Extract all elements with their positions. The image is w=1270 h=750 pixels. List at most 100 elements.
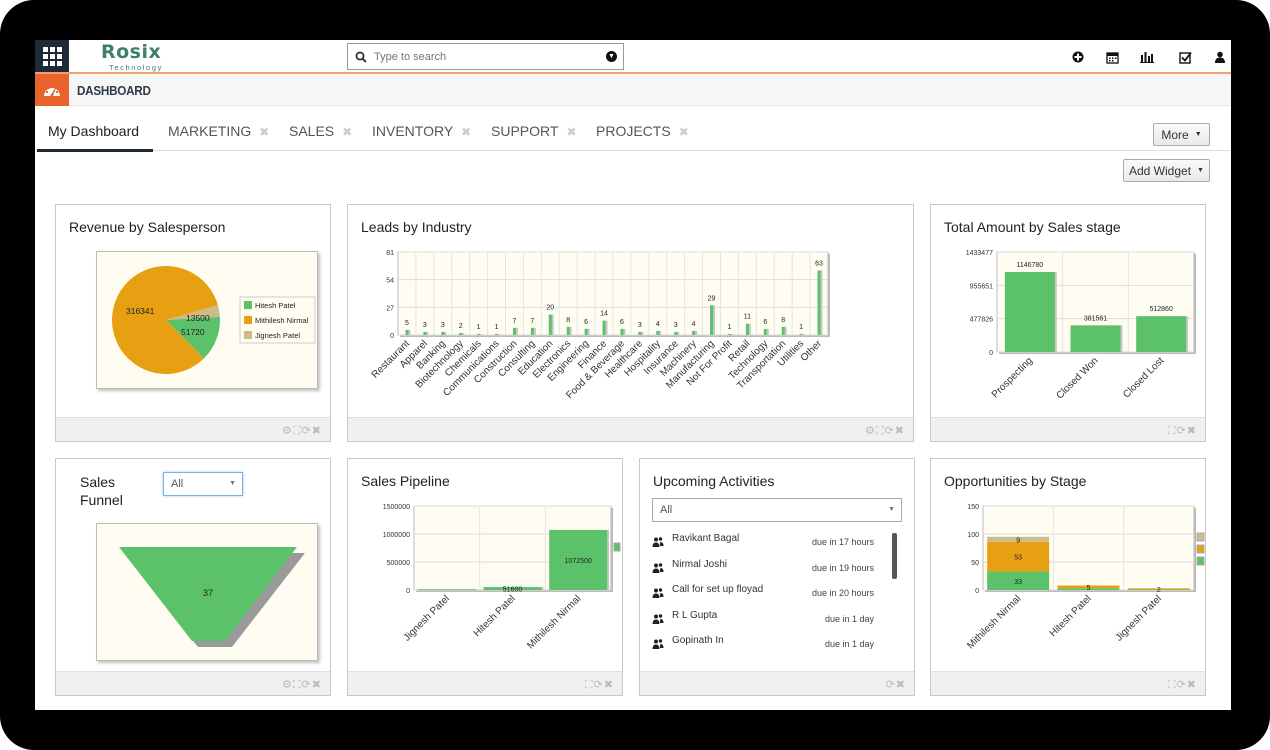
legend-swatch — [1196, 556, 1205, 566]
search-box[interactable]: ▼ — [347, 43, 624, 70]
bar-shadow — [676, 331, 680, 335]
bar — [477, 333, 481, 335]
bar-shadow — [461, 332, 465, 335]
list-item[interactable]: R L Gupta due in 1 day — [652, 610, 874, 632]
logo[interactable]: Rosix Technology — [101, 42, 171, 72]
active-tab-indicator — [37, 149, 153, 152]
bar — [417, 589, 476, 590]
user-icon[interactable] — [1212, 49, 1228, 65]
list-item[interactable]: Nirmal Joshi due in 19 hours — [652, 559, 874, 581]
tab-projects[interactable]: PROJECTS ✖ — [596, 123, 689, 139]
data-label: 512860 — [1149, 306, 1172, 313]
bar-shadow — [443, 331, 447, 335]
widget-controls-icon[interactable]: ⛶⟳✖ — [1167, 425, 1197, 437]
tab-label: INVENTORY — [372, 123, 454, 139]
more-button[interactable]: More ▼ — [1153, 123, 1210, 146]
activities-scrollbar[interactable] — [892, 533, 897, 579]
bar-segment — [987, 571, 1050, 590]
plus-icon[interactable] — [1070, 49, 1086, 65]
revenue-pie-chart: 316341 13500 51720 Hitesh Patel Mithilesh Ni… — [112, 266, 316, 374]
tab-support[interactable]: SUPPORT ✖ — [491, 123, 577, 139]
calendar-icon[interactable] — [1104, 49, 1120, 65]
x-tick-label: Prospecting — [990, 355, 1035, 400]
add-widget-button[interactable]: Add Widget ▼ — [1123, 159, 1210, 182]
tab-my-dashboard[interactable]: My Dashboard — [48, 123, 139, 139]
activities-filter-select[interactable]: All ▼ — [652, 498, 902, 522]
x-tick-label: Closed Lost — [1121, 355, 1166, 400]
bar-segment — [987, 541, 1050, 572]
activities-filter-value: All — [660, 504, 673, 516]
legend-swatch — [613, 542, 621, 552]
tab-inventory[interactable]: INVENTORY ✖ — [372, 123, 471, 139]
close-icon[interactable]: ✖ — [342, 125, 353, 139]
widget-controls-icon[interactable]: ⛶⟳✖ — [584, 679, 614, 691]
widget-title-line: Sales — [80, 474, 116, 490]
bar — [656, 330, 660, 335]
tab-label: My Dashboard — [48, 123, 140, 139]
search-dropdown-icon[interactable]: ▼ — [606, 51, 617, 62]
x-tick-label: Jignesh Patel — [402, 593, 452, 643]
widget-controls-icon[interactable]: ⚙⛶⟳✖ — [282, 425, 322, 437]
funnel-filter-select[interactable]: All ▼ — [163, 472, 243, 496]
activity-name: Ravikant Bagal — [672, 533, 740, 544]
data-label: 6 — [763, 319, 767, 326]
list-item[interactable]: Ravikant Bagal due in 17 hours — [652, 533, 874, 555]
data-label: 5 — [1087, 585, 1091, 592]
bar-shadow — [783, 326, 787, 335]
list-item[interactable]: Gopinath In due in 1 day — [652, 635, 874, 657]
list-item[interactable]: Call for set up floyad due in 20 hours — [652, 584, 874, 606]
bar-segment — [1127, 589, 1190, 590]
widget-controls-icon[interactable]: ⟳✖ — [885, 679, 906, 691]
tab-sales[interactable]: SALES ✖ — [289, 123, 352, 139]
people-icon — [652, 562, 664, 574]
close-icon[interactable]: ✖ — [259, 125, 270, 139]
data-label: 6 — [584, 319, 588, 326]
data-label: 11 — [744, 314, 751, 321]
widget-controls-icon[interactable]: ⚙⛶⟳✖ — [865, 425, 905, 437]
x-tick-label: Closed Won — [1054, 355, 1100, 401]
bar — [799, 333, 803, 335]
legend-swatch — [244, 331, 252, 339]
more-label: More — [1161, 127, 1189, 142]
close-icon[interactable]: ✖ — [566, 125, 577, 139]
widget-controls-icon[interactable]: ⛶⟳✖ — [1167, 679, 1197, 691]
x-tick-label: Mithilesh Nirmal — [525, 593, 583, 651]
bar-shadow — [514, 327, 518, 335]
bar — [548, 314, 552, 335]
activity-name: R L Gupta — [672, 610, 718, 621]
apps-grid-icon[interactable] — [35, 40, 69, 72]
bar-shadow — [712, 305, 716, 335]
data-label: 1 — [799, 324, 803, 331]
bar-shadow — [640, 331, 644, 335]
bar — [674, 331, 678, 335]
bar — [710, 305, 714, 335]
bar-chart-icon[interactable] — [1139, 49, 1155, 65]
bar — [483, 587, 542, 590]
widget-footer: ⚙⛶⟳✖ — [56, 417, 330, 441]
activity-name: Nirmal Joshi — [672, 559, 728, 570]
widget-title: Leads by Industry — [361, 219, 472, 235]
y-tick-label: 50 — [971, 560, 979, 567]
close-icon[interactable]: ✖ — [461, 125, 472, 139]
close-icon[interactable]: ✖ — [678, 125, 689, 139]
widget-footer: ⛶⟳✖ — [348, 671, 622, 695]
data-label: 4 — [656, 321, 660, 328]
y-tick-label: 81 — [386, 250, 394, 257]
search-input[interactable] — [374, 50, 594, 63]
bar-shadow — [765, 328, 769, 335]
data-label: 29 — [708, 295, 716, 302]
data-label: 5 — [405, 320, 409, 327]
dashboard-gauge-icon[interactable] — [35, 74, 69, 106]
bar — [763, 328, 767, 335]
tab-marketing[interactable]: MARKETING ✖ — [168, 123, 269, 139]
data-label: 1072500 — [565, 558, 592, 565]
widget-controls-icon[interactable]: ⚙⛶⟳✖ — [282, 679, 322, 691]
data-label: 37 — [203, 588, 213, 598]
checkbox-icon[interactable] — [1177, 49, 1193, 65]
activity-due: due in 1 day — [824, 614, 874, 624]
data-label: 51600 — [503, 587, 523, 594]
search-icon — [348, 51, 374, 63]
data-label: 1 — [728, 324, 732, 331]
y-tick-label: 0 — [406, 588, 410, 595]
